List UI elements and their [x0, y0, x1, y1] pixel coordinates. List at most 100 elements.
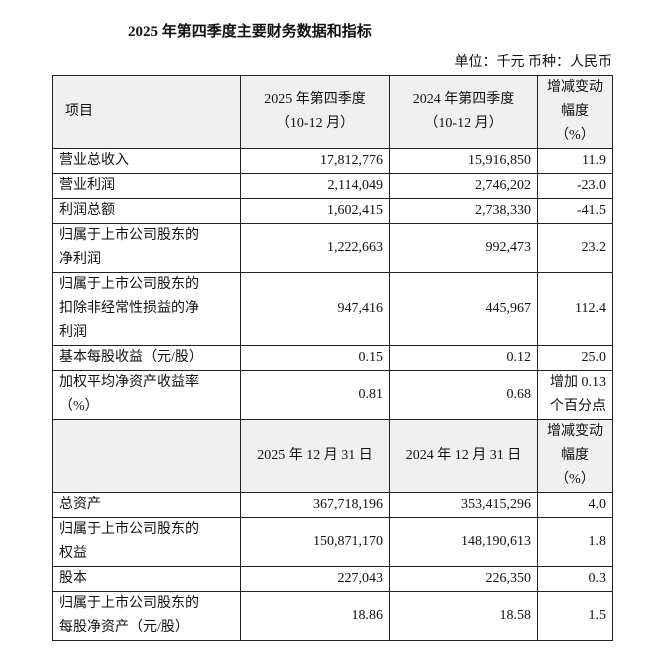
- data-row: 基本每股收益（元/股） 0.15 0.12 25.0: [52, 345, 613, 371]
- cell-text: 营业利润: [59, 178, 115, 193]
- cell-text: 归属于上市公司股东的: [59, 277, 199, 292]
- cell-text: 4.0: [588, 497, 607, 512]
- cell-text: 净利润: [59, 252, 101, 267]
- cell-text: 2024 年第四季度: [412, 92, 515, 107]
- cell-text: 归属于上市公司股东的: [59, 228, 199, 243]
- data-row: 加权平均净资产收益率 （%） 0.81 0.68 增加 0.13 个百分点: [52, 370, 613, 420]
- cell: -41.5: [537, 198, 613, 224]
- header-row: 2025 年 12 月 31 日 2024 年 12 月 31 日 增减变动 幅度 （%…: [52, 419, 613, 493]
- cell: 1.5: [537, 591, 613, 641]
- data-row: 归属于上市公司股东的 净利润 1,222,663 992,473 23.2: [52, 223, 613, 273]
- header-row: 项目 2025 年第四季度 （10-12 月） 2024 年第四季度 （10-12 月）…: [52, 75, 613, 149]
- cell: 2,114,049: [240, 173, 390, 199]
- cell: 基本每股收益（元/股）: [52, 345, 241, 371]
- cell: 2,738,330: [389, 198, 538, 224]
- cell-text: 18.58: [499, 608, 532, 623]
- cell-text: 947,416: [337, 301, 384, 316]
- cell-text: 1,222,663: [327, 240, 383, 255]
- cell-text: （10-12 月）: [424, 116, 503, 131]
- cell-text: 0.3: [588, 571, 607, 586]
- cell: 归属于上市公司股东的 每股净资产（元/股）: [52, 591, 241, 641]
- cell: 15,916,850: [389, 148, 538, 174]
- cell-text: 归属于上市公司股东的: [59, 596, 199, 611]
- cell: 1,222,663: [240, 223, 390, 273]
- cell-text: 2025 年第四季度: [264, 92, 366, 107]
- data-row: 营业总收入 17,812,776 15,916,850 11.9: [52, 148, 613, 174]
- unit-note: 单位：千元 币种：人民币: [454, 55, 613, 70]
- cell: 归属于上市公司股东的 净利润: [52, 223, 241, 273]
- cell: 归属于上市公司股东的 扣除非经常性损益的净 利润: [52, 272, 241, 346]
- cell: -23.0: [537, 173, 613, 199]
- cell: 增减变动 幅度 （%）: [537, 419, 613, 493]
- cell-text: 股本: [59, 571, 87, 586]
- cell-text: （10-12 月）: [275, 116, 355, 131]
- cell-text: 367,718,196: [313, 497, 383, 512]
- cell: 2024 年第四季度 （10-12 月）: [389, 75, 538, 149]
- cell: 148,190,613: [389, 517, 538, 567]
- cell: 18.58: [389, 591, 538, 641]
- cell-text: 17,812,776: [320, 153, 383, 168]
- cell: 1.8: [537, 517, 613, 567]
- cell: 17,812,776: [240, 148, 390, 174]
- cell-text: 2,746,202: [475, 178, 531, 193]
- data-row: 利润总额 1,602,415 2,738,330 -41.5: [52, 198, 613, 224]
- cell-text: 增减变动: [547, 424, 603, 439]
- cell: 445,967: [389, 272, 538, 346]
- data-row: 股本 227,043 226,350 0.3: [52, 566, 613, 592]
- cell-text: 11.9: [582, 153, 606, 168]
- cell: 1,602,415: [240, 198, 390, 224]
- cell: 总资产: [52, 492, 241, 518]
- cell-text: 权益: [59, 546, 87, 561]
- cell-text: 扣除非经常性损益的净: [59, 301, 199, 316]
- cell-text: 2,738,330: [475, 203, 531, 218]
- finance-table: 项目 2025 年第四季度 （10-12 月） 2024 年第四季度 （10-12 月）…: [52, 75, 613, 641]
- cell-text: 利润总额: [59, 203, 115, 218]
- cell: 2024 年 12 月 31 日: [389, 419, 538, 493]
- cell-text: 23.2: [581, 240, 607, 255]
- cell-text: 幅度: [561, 104, 589, 119]
- cell-text: 1.8: [588, 534, 607, 549]
- cell-text: 每股净资产（元/股）: [59, 620, 189, 635]
- cell: 0.3: [537, 566, 613, 592]
- cell: 4.0: [537, 492, 613, 518]
- cell-text: （%）: [555, 128, 595, 143]
- cell: 0.68: [389, 370, 538, 420]
- cell-text: 25.0: [581, 350, 607, 365]
- cell-text: 226,350: [485, 571, 532, 586]
- data-row: 总资产 367,718,196 353,415,296 4.0: [52, 492, 613, 518]
- cell-text: 2025 年 12 月 31 日: [257, 448, 373, 463]
- data-row: 归属于上市公司股东的 权益 150,871,170 148,190,613 1.8: [52, 517, 613, 567]
- cell: 150,871,170: [240, 517, 390, 567]
- cell-text: 2,114,049: [327, 178, 383, 193]
- cell-text: 利润: [59, 325, 87, 340]
- cell-text: （%）: [555, 472, 595, 487]
- cell-text: 148,190,613: [461, 534, 531, 549]
- data-row: 营业利润 2,114,049 2,746,202 -23.0: [52, 173, 613, 199]
- cell: 226,350: [389, 566, 538, 592]
- cell: 0.15: [240, 345, 390, 371]
- cell: 25.0: [537, 345, 613, 371]
- cell-text: 1,602,415: [327, 203, 383, 218]
- cell-text: 18.86: [351, 608, 384, 623]
- cell: 0.12: [389, 345, 538, 371]
- cell: 227,043: [240, 566, 390, 592]
- cell: 2,746,202: [389, 173, 538, 199]
- cell-text: 445,967: [485, 301, 532, 316]
- cell: 353,415,296: [389, 492, 538, 518]
- cell: 利润总额: [52, 198, 241, 224]
- cell: 11.9: [537, 148, 613, 174]
- cell-text: 0.12: [506, 350, 532, 365]
- cell: 营业利润: [52, 173, 241, 199]
- cell-text: （%）: [59, 399, 99, 414]
- cell-text: 15,916,850: [468, 153, 531, 168]
- cell: 947,416: [240, 272, 390, 346]
- cell: 992,473: [389, 223, 538, 273]
- cell: 增减变动幅度 （%）: [537, 75, 613, 149]
- cell: 367,718,196: [240, 492, 390, 518]
- cell: 112.4: [537, 272, 613, 346]
- cell-text: 增减变动: [547, 80, 603, 95]
- cell: 23.2: [537, 223, 613, 273]
- cell-text: 112.4: [575, 301, 606, 316]
- data-row: 归属于上市公司股东的 扣除非经常性损益的净 利润 947,416 445,967 112.…: [52, 272, 613, 346]
